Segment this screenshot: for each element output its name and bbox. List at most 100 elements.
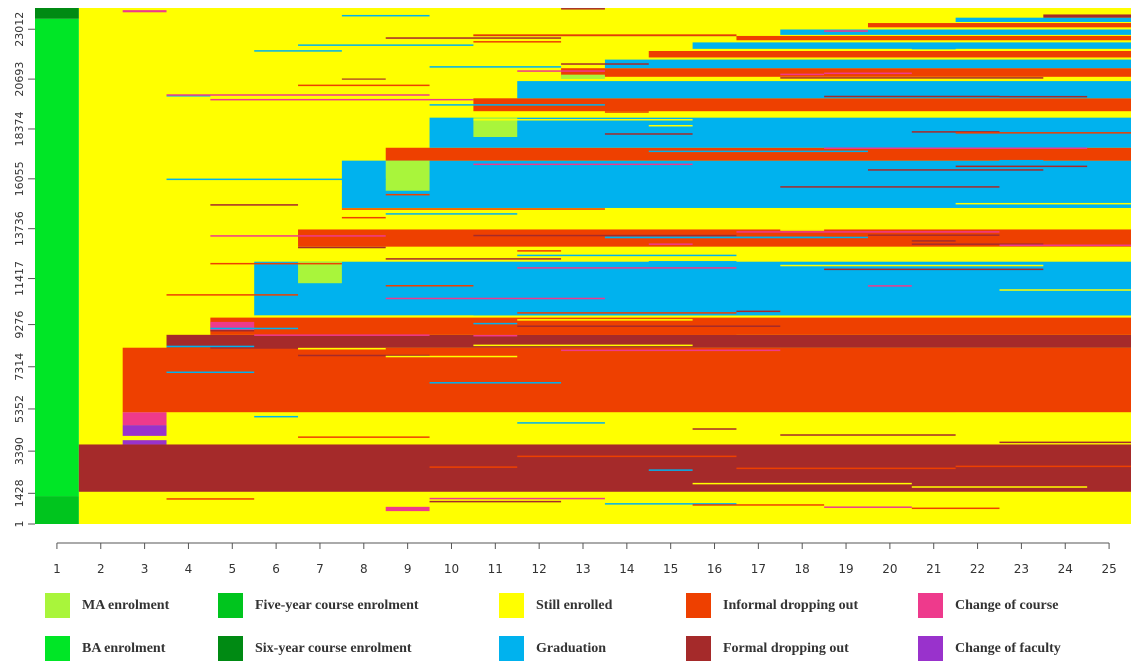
sequence-stripe — [254, 315, 474, 317]
legend-swatch — [499, 636, 524, 661]
sequence-stripe — [999, 244, 1131, 247]
sequence-stripe — [736, 310, 781, 313]
state-block-grad — [341, 160, 1131, 208]
sequence-stripe — [692, 482, 912, 485]
sequence-stripe — [385, 247, 474, 250]
sequence-stripe — [254, 50, 342, 52]
x-tick-label: 22 — [970, 562, 985, 576]
sequence-stripe — [517, 455, 737, 458]
y-tick-label: 5352 — [13, 395, 26, 423]
state-block-grad — [517, 81, 1131, 99]
sequence-stripe — [429, 290, 649, 292]
sequence-stripe — [254, 334, 430, 336]
legend-item-ma: MA enrolment — [45, 593, 169, 618]
state-block-faculty — [122, 440, 167, 445]
sequence-stripe — [911, 240, 956, 242]
sequence-stripe — [780, 434, 956, 436]
state-block-ma — [473, 117, 518, 138]
sequence-stripe — [824, 506, 912, 508]
sequence-stripe — [867, 169, 1044, 171]
sequence-stripe — [166, 371, 255, 374]
state-block-grad — [780, 29, 1131, 35]
sequence-stripe — [385, 285, 474, 287]
sequence-stripe — [867, 234, 1000, 236]
legend-label: Formal dropping out — [723, 640, 849, 656]
legend-label: Graduation — [536, 640, 607, 656]
legend-swatch — [918, 593, 943, 618]
legend-label: MA enrolment — [82, 597, 170, 613]
x-tick-label: 10 — [444, 562, 459, 576]
state-block-course — [122, 10, 167, 13]
legend-label: Change of faculty — [955, 640, 1061, 656]
x-tick-label: 19 — [838, 562, 853, 576]
x-tick-label: 2 — [97, 562, 105, 576]
sequence-stripe — [648, 469, 693, 471]
x-tick-label: 21 — [926, 562, 941, 576]
legend-item-grad: Graduation — [499, 636, 606, 661]
sequence-stripe — [517, 310, 781, 312]
sequence-stripe — [780, 264, 1044, 267]
sequence-stripe — [166, 345, 255, 348]
sequence-stripe — [254, 183, 342, 185]
sequence-stripe — [911, 486, 1088, 488]
sequence-stripe — [736, 467, 956, 470]
sequence-stripe — [210, 262, 342, 265]
x-tick-label: 11 — [488, 562, 503, 576]
sequence-stripe — [692, 428, 737, 430]
sequence-stripe — [473, 334, 518, 337]
x-tick-label: 18 — [795, 562, 810, 576]
sequence-stripe — [867, 285, 912, 287]
sequence-stripe — [341, 14, 430, 17]
legend-item-faculty: Change of faculty — [918, 636, 1061, 661]
state-block-informal — [648, 51, 1131, 58]
sequence-stripe — [298, 436, 430, 438]
sequence-stripe — [166, 178, 386, 181]
legend-swatch — [218, 593, 243, 618]
x-tick-label: 9 — [404, 562, 412, 576]
sequence-stripe — [780, 73, 825, 76]
sequence-stripe — [210, 327, 299, 330]
x-tick-label: 23 — [1014, 562, 1029, 576]
sequence-stripe — [298, 246, 386, 249]
sequence-stripe — [341, 208, 605, 210]
x-tick-label: 5 — [228, 562, 236, 576]
sequence-stripe — [429, 104, 605, 106]
legend-item-formal: Formal dropping out — [686, 636, 849, 661]
x-tick-label: 16 — [707, 562, 722, 576]
sequence-stripe — [517, 312, 737, 314]
sequence-stripe — [955, 202, 1131, 205]
legend-item-still: Still enrolled — [499, 593, 612, 618]
legend-swatch — [499, 593, 524, 618]
state-block-formal — [78, 444, 1131, 492]
sequence-stripe — [561, 138, 693, 141]
sequence-stripe — [254, 415, 299, 418]
state-block-formal — [1043, 14, 1131, 18]
legend-swatch — [918, 636, 943, 661]
state-block-informal — [473, 98, 1131, 112]
sequence-stripe — [429, 17, 474, 20]
legend-swatch — [45, 636, 70, 661]
x-tick-label: 6 — [272, 562, 280, 576]
state-block-informal — [122, 347, 1131, 413]
sequence-stripe — [517, 422, 605, 424]
y-tick-label: 23012 — [13, 12, 26, 47]
state-block-course — [122, 412, 167, 426]
sequence-stripe — [517, 319, 693, 321]
sequence-stripe — [166, 94, 430, 96]
sequence-stripe — [648, 261, 737, 263]
sequence-stripe — [385, 193, 430, 196]
sequence-stripe — [911, 243, 1044, 245]
x-tick-label: 8 — [360, 562, 368, 576]
sequence-stripe — [824, 268, 1044, 271]
sequence-stripe — [166, 77, 430, 79]
sequence-stripe — [210, 204, 299, 206]
sequence-stripe — [517, 280, 781, 283]
sequence-stripe — [341, 216, 386, 219]
sequence-stripe — [385, 297, 605, 300]
x-tick-label: 7 — [316, 562, 324, 576]
sequence-stripe — [429, 382, 562, 384]
state-block-formal — [166, 334, 1131, 348]
sequence-stripe — [911, 348, 1131, 351]
sequence-stripe — [210, 235, 386, 237]
sequence-stripe — [473, 333, 737, 335]
